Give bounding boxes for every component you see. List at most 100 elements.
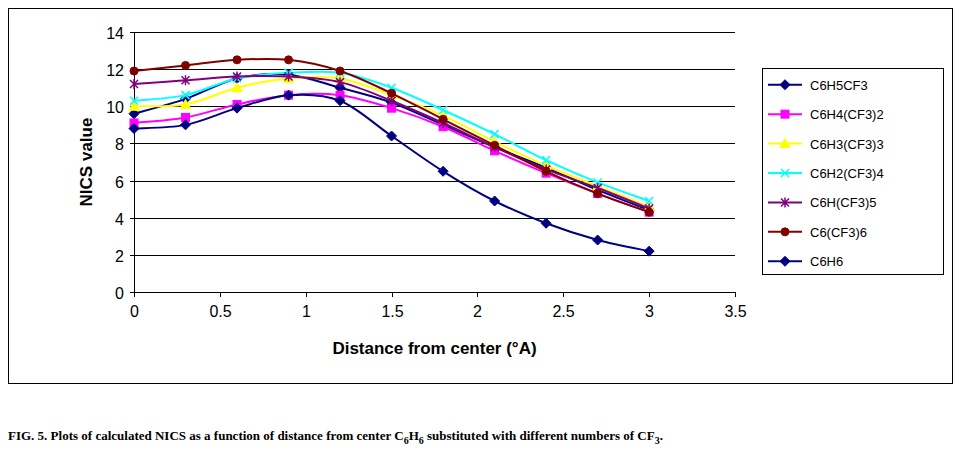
y-tick-label: 12 [106, 62, 124, 79]
series-line [134, 74, 649, 210]
plot-area [129, 56, 654, 256]
x-axis [134, 292, 735, 293]
point [438, 166, 448, 176]
point [542, 156, 550, 164]
y-tick-label: 6 [115, 174, 124, 191]
point [129, 101, 139, 110]
y-tick-label: 10 [106, 99, 124, 116]
point [490, 142, 500, 152]
grid-line [134, 32, 735, 33]
series-line [134, 59, 649, 212]
point [491, 130, 499, 138]
point [182, 61, 190, 69]
y-tick [130, 143, 134, 144]
x-tick [134, 292, 135, 297]
point [593, 235, 603, 245]
y-tick-label: 8 [115, 136, 124, 153]
point [387, 131, 397, 141]
point [285, 91, 293, 99]
point [594, 190, 602, 198]
point [645, 208, 653, 216]
series-line [134, 95, 649, 252]
point [232, 83, 242, 92]
x-tick-label: 2 [473, 303, 482, 320]
x-tick-label: 0 [130, 303, 139, 320]
point [645, 208, 653, 216]
point [541, 218, 551, 228]
legend-label: C6(CF3)6 [810, 225, 867, 240]
point [439, 106, 447, 114]
series-line [134, 94, 649, 212]
y-tick [130, 255, 134, 256]
legend-marker [781, 169, 789, 177]
point [644, 246, 654, 256]
caption: FIG. 5. Plots of calculated NICS as a fu… [8, 428, 663, 446]
grid-line [134, 292, 735, 293]
series-line [134, 72, 649, 201]
point [439, 115, 447, 123]
legend-marker [780, 80, 790, 90]
series [130, 56, 653, 216]
series [130, 72, 653, 214]
legend-label: C6H5CF3 [810, 78, 868, 93]
point [388, 89, 396, 97]
grid-line [134, 218, 735, 219]
y-tick [130, 218, 134, 219]
legend-marker [781, 197, 789, 207]
point [181, 99, 191, 108]
point [285, 56, 293, 64]
legend-label: C6H3(CF3)3 [810, 137, 884, 152]
point [130, 79, 138, 89]
x-tick-label: 1.5 [381, 303, 403, 320]
legend-box [763, 69, 944, 275]
series [129, 90, 654, 256]
point [285, 72, 293, 82]
y-tick-label: 14 [106, 25, 124, 42]
grid-line [134, 69, 735, 70]
legend: C6H5CF3 C6H4(CF3)2 C6H3(CF3)3 C6H2(CF3)4 C6H… [763, 69, 944, 275]
point [130, 67, 138, 75]
legend-marker [780, 139, 790, 148]
point [232, 103, 242, 113]
point [233, 56, 241, 64]
x-tick-label: 2.5 [552, 303, 574, 320]
point [542, 167, 550, 175]
grid-line [134, 143, 735, 144]
x-axis-title: Distance from center (°A) [332, 339, 536, 358]
series-line [134, 77, 649, 207]
point [542, 164, 550, 174]
series-line [134, 76, 649, 208]
legend-label: C6H6 [810, 254, 843, 269]
point [594, 190, 602, 198]
x-tick [220, 292, 221, 297]
y-tick [130, 292, 134, 293]
y-tick-label: 4 [115, 211, 124, 228]
x-tick-label: 0.5 [209, 303, 231, 320]
point [335, 96, 345, 106]
point [491, 141, 499, 149]
point [182, 91, 190, 99]
series [129, 70, 654, 216]
legend-marker [781, 110, 789, 118]
x-tick [392, 292, 393, 297]
series [130, 91, 653, 216]
x-tick [477, 292, 478, 297]
legend-label: C6H4(CF3)2 [810, 107, 884, 122]
point [491, 142, 499, 152]
point [129, 124, 139, 134]
x-tick [563, 292, 564, 297]
x-tick-label: 1 [302, 303, 311, 320]
point [490, 196, 500, 206]
point [182, 75, 190, 85]
legend-label: C6H(CF3)5 [810, 195, 876, 210]
chart-frame [9, 9, 953, 384]
point [284, 90, 294, 100]
x-tick [649, 292, 650, 297]
legend-label: C6H2(CF3)4 [810, 166, 884, 181]
point [181, 120, 191, 130]
y-tick-label: 2 [115, 248, 124, 265]
point [233, 72, 241, 82]
point [336, 77, 344, 87]
grid-line [134, 255, 735, 256]
y-axis-title: NICS value [77, 118, 96, 207]
